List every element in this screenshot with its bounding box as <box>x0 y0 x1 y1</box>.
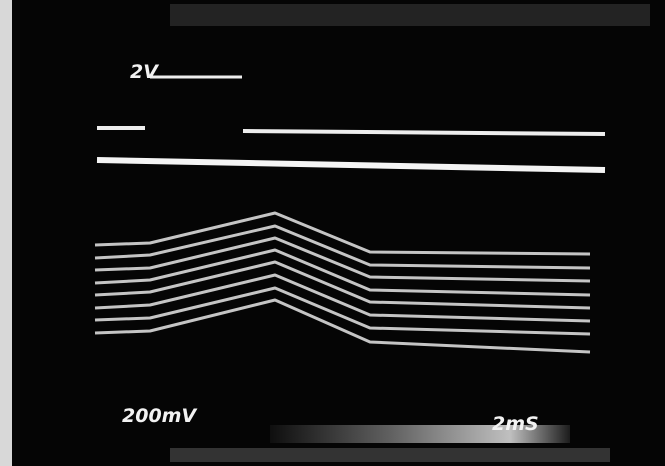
scale-label: 200mV <box>122 405 197 427</box>
top-noise-band <box>170 4 650 26</box>
trace <box>94 298 591 354</box>
trace <box>94 211 591 256</box>
scale-label: 2V <box>130 61 159 83</box>
trace <box>94 224 591 270</box>
bottom-glow <box>270 425 570 443</box>
frame-edge <box>0 0 12 466</box>
trace-line <box>242 129 606 136</box>
trace <box>94 260 591 310</box>
trace <box>94 286 591 336</box>
trace <box>94 236 591 283</box>
trace <box>94 248 591 297</box>
waveform-bundle <box>94 211 591 354</box>
trace-line <box>96 157 606 173</box>
time-label: 2mS <box>492 413 539 435</box>
bottom-noise-band <box>170 448 610 462</box>
trace <box>94 273 591 323</box>
